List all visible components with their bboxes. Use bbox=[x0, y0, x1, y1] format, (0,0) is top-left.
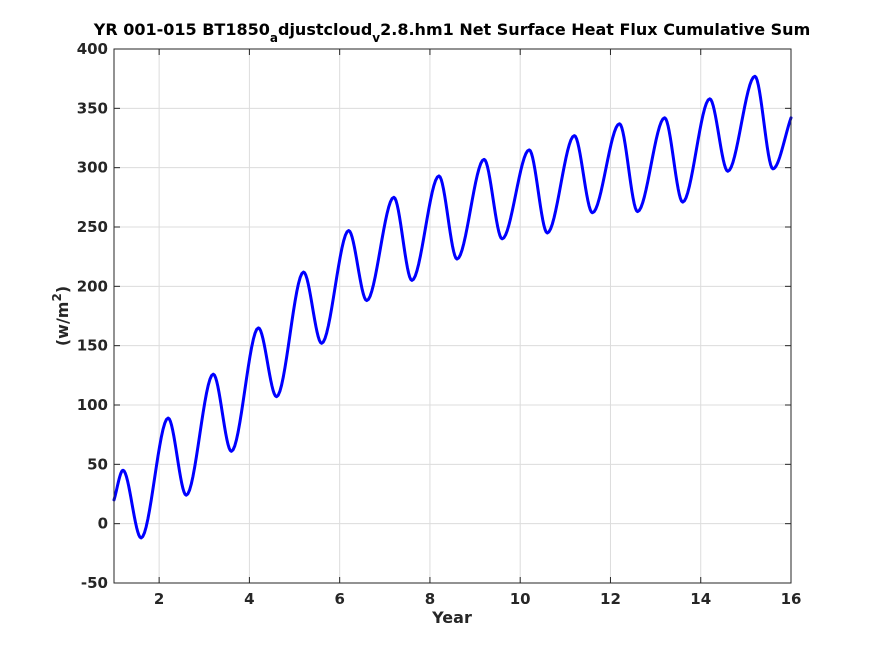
x-tick-labels: 2 4 6 8 10 12 14 16 bbox=[154, 590, 802, 608]
x-tick-label: 4 bbox=[244, 590, 254, 608]
axes-box bbox=[113, 48, 792, 584]
chart-title: YR 001-015 BT1850adjustcloudv2.8.hm1 Net… bbox=[93, 20, 811, 45]
x-tick-label: 6 bbox=[334, 590, 344, 608]
x-tick-label: 12 bbox=[600, 590, 621, 608]
series-group bbox=[112, 74, 793, 540]
y-tick-label: 0 bbox=[98, 515, 108, 533]
x-tick-label: 2 bbox=[154, 590, 164, 608]
y-tick-labels: -50 0 50 100 150 200 250 300 350 400 bbox=[77, 40, 108, 592]
x-tick-label: 10 bbox=[510, 590, 531, 608]
y-tick-label: 400 bbox=[77, 40, 108, 58]
x-tick-label: 14 bbox=[690, 590, 711, 608]
y-tick-label: 250 bbox=[77, 218, 108, 236]
y-tick-label: 50 bbox=[87, 455, 108, 473]
y-tick-label: 300 bbox=[77, 159, 108, 177]
y-tick-label: 200 bbox=[77, 277, 108, 295]
x-tick-label: 16 bbox=[781, 590, 802, 608]
y-axis-label: (w/m2) bbox=[50, 286, 72, 346]
y-tick-label: 100 bbox=[77, 396, 108, 414]
ticks bbox=[114, 48, 792, 584]
series-line bbox=[112, 74, 793, 540]
plot-area bbox=[114, 49, 791, 583]
y-tick-label: 150 bbox=[77, 337, 108, 355]
y-tick-label: -50 bbox=[81, 574, 108, 592]
x-tick-label: 8 bbox=[425, 590, 435, 608]
y-tick-label: 350 bbox=[77, 99, 108, 117]
x-axis-label: Year bbox=[431, 608, 472, 627]
